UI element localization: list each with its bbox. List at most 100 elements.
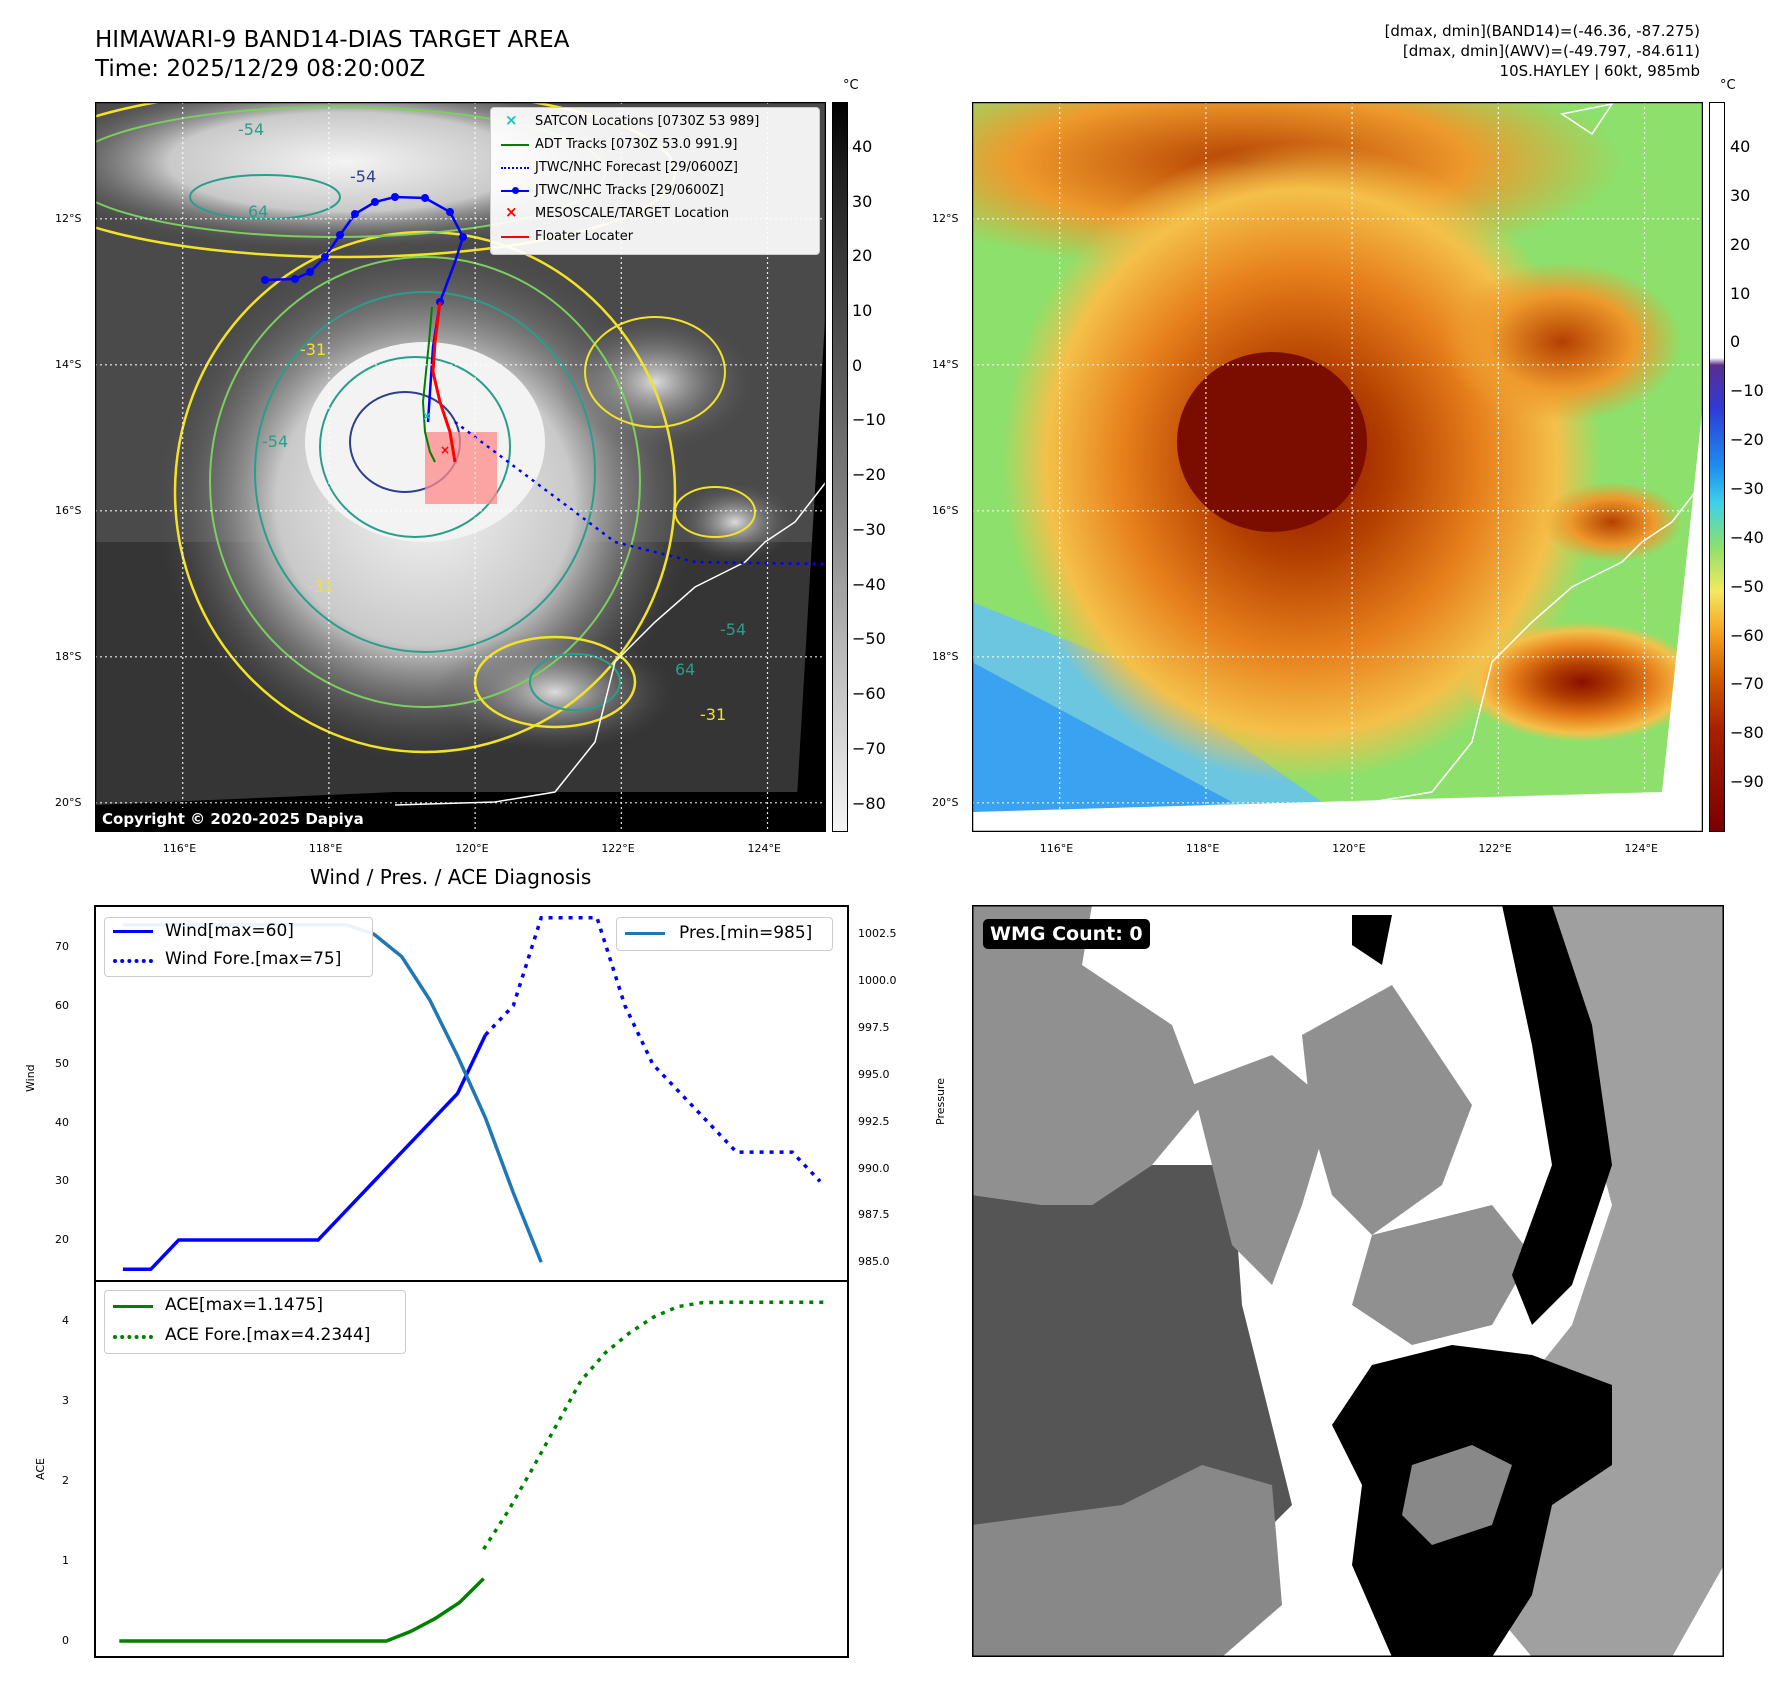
ace-forecast-line-icon	[113, 1335, 153, 1339]
map-legend: × SATCON Locations [0730Z 53 989] ADT Tr…	[490, 107, 820, 255]
wind-forecast-series-line	[484, 915, 822, 1183]
colorbar-tick: −50	[1730, 576, 1764, 596]
forecast-line-icon	[501, 167, 529, 169]
pressure-tick: 990.0	[858, 1161, 890, 1175]
map2-lon-tick: 124°E	[1624, 842, 1658, 855]
colorbar-tick: 40	[1730, 136, 1751, 156]
pressure-tick: 987.5	[858, 1208, 890, 1222]
wmg-count-badge: WMG Count: 0	[983, 919, 1150, 949]
contour-label: 64	[248, 202, 269, 221]
wind-axis-label: Wind	[24, 1064, 37, 1092]
map2-lon-tick: 118°E	[1185, 842, 1220, 855]
map1-lon-tick: 120°E	[455, 842, 489, 855]
map1-lon-tick: 122°E	[601, 842, 635, 855]
map2-lat-tick: 12°S	[932, 211, 959, 225]
awv-range: [dmax, dmin](AWV)=(-49.797, -84.611)	[1402, 42, 1700, 60]
svg-text:×: ×	[440, 443, 450, 457]
pressure-line-icon	[625, 932, 665, 935]
map1-lat-tick: 12°S	[55, 211, 82, 225]
storm-info: 10S.HAYLEY | 60kt, 985mb	[1499, 62, 1700, 80]
wind-series-line	[122, 1034, 488, 1272]
svg-text:×: ×	[422, 409, 432, 423]
ace-tick: 4	[62, 1314, 69, 1327]
figure-time: Time: 2025/12/29 08:20:00Z	[95, 56, 426, 82]
satcon-marker-icon: ×	[505, 111, 518, 129]
colorbar-tick: 20	[1730, 234, 1751, 254]
colorbar-tick: 40	[852, 136, 873, 156]
colorbar-tick: 30	[852, 191, 873, 211]
colorbar-tick: −30	[1730, 478, 1764, 498]
ace-tick: 2	[62, 1474, 69, 1487]
colorbar1	[832, 102, 848, 832]
pressure-tick: 995.0	[858, 1067, 890, 1081]
wind-legend: Wind[max=60] Wind Fore.[max=75]	[104, 917, 373, 977]
colorbar-tick: −90	[1730, 772, 1764, 792]
wind-tick: 60	[55, 998, 69, 1012]
adt-line-icon	[501, 144, 529, 146]
pressure-tick: 1002.5	[858, 927, 897, 941]
map2-lat-tick: 18°S	[932, 649, 959, 663]
wind-tick: 50	[55, 1057, 69, 1071]
map2-lon-tick: 122°E	[1478, 842, 1512, 855]
colorbar2	[1709, 102, 1725, 832]
contour-label: -54	[262, 432, 289, 451]
colorbar-tick: −70	[1730, 674, 1764, 694]
ace-tick: 1	[62, 1554, 69, 1567]
map2-lat-tick: 14°S	[932, 357, 959, 371]
wind-tick: 40	[55, 1115, 69, 1129]
wind-line-icon	[113, 930, 153, 933]
band14-range: [dmax, dmin](BAND14)=(-46.36, -87.275)	[1384, 22, 1700, 40]
map1-lon-tick: 116°E	[162, 842, 197, 855]
map1-lon-tick: 124°E	[747, 842, 781, 855]
colorbar-tick: −20	[1730, 430, 1764, 450]
tracks-dot-icon	[512, 187, 519, 194]
colorbar-tick: 10	[1730, 283, 1751, 303]
map2-lat-tick: 16°S	[932, 503, 959, 517]
pressure-tick: 1000.0	[858, 974, 897, 987]
contour-label: -31	[300, 340, 327, 359]
ace-tick: 3	[62, 1394, 69, 1407]
colorbar-tick: −10	[852, 410, 886, 430]
wind-tick: 70	[55, 940, 69, 954]
ace-legend: ACE[max=1.1475] ACE Fore.[max=4.2344]	[104, 1290, 406, 1354]
colorbar-tick: −10	[1730, 381, 1764, 401]
map1-lat-tick: 18°S	[55, 649, 82, 663]
ace-forecast-legend-label: ACE Fore.[max=4.2344]	[165, 1325, 371, 1345]
colorbar2-unit: °C	[1720, 78, 1736, 93]
colorbar-tick: 0	[852, 355, 863, 375]
colorbar-tick: 0	[1730, 332, 1741, 352]
colorbar-tick: 20	[852, 246, 873, 266]
colorbar-tick: −80	[1730, 723, 1764, 743]
wind-legend-label: Wind[max=60]	[165, 921, 294, 941]
colorbar-tick: 10	[852, 301, 873, 320]
contour-label: -31	[308, 577, 335, 596]
floater-line-icon	[501, 236, 529, 238]
map1-lon-tick: 118°E	[308, 842, 343, 855]
colorbar-tick: −40	[1730, 527, 1764, 547]
contour-label: 64	[675, 660, 696, 679]
pressure-tick: 997.5	[858, 1020, 890, 1034]
colorbar-tick: 30	[1730, 185, 1751, 205]
ace-forecast-series-line	[482, 1300, 824, 1551]
wind-forecast-line-icon	[113, 959, 153, 963]
colorbar-tick: −60	[1730, 625, 1764, 645]
pressure-tick: 985.0	[858, 1255, 890, 1269]
colorbar-tick: −30	[852, 519, 886, 539]
ace-legend-label: ACE[max=1.1475]	[165, 1295, 323, 1315]
wmg-panel	[972, 905, 1724, 1657]
pressure-legend-label: Pres.[min=985]	[679, 923, 813, 943]
contour-label: -31	[700, 705, 727, 724]
colorbar-tick: −20	[852, 465, 886, 485]
colorbar-tick: −50	[852, 629, 886, 649]
pressure-tick: 992.5	[858, 1114, 890, 1128]
ace-tick: 0	[62, 1634, 69, 1647]
ace-series-line	[119, 1577, 485, 1643]
contour-label: -54	[238, 120, 265, 139]
map1-lat-tick: 14°S	[55, 357, 82, 371]
contour-label: -54	[720, 620, 747, 639]
map2-lon-tick: 120°E	[1332, 842, 1366, 855]
figure-title: HIMAWARI-9 BAND14-DIAS TARGET AREA	[95, 27, 570, 53]
ace-axis-label: ACE	[34, 1458, 47, 1480]
map2-lat-tick: 20°S	[932, 795, 959, 809]
pressure-legend: Pres.[min=985]	[616, 917, 833, 951]
